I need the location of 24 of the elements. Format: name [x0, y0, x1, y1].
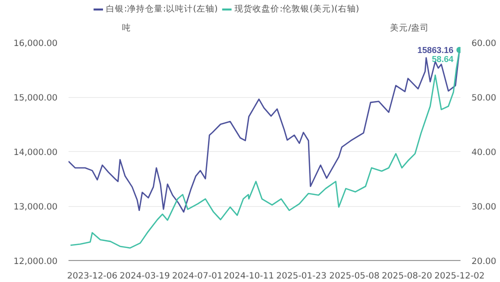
x-tick-label: 2025-12-02 — [434, 272, 485, 282]
y2-axis-title: 美元/盎司 — [390, 22, 430, 34]
x-tick-label: 2024-03-19 — [120, 272, 170, 282]
y-tick-label: 12,000.00 — [13, 257, 58, 267]
y2-tick-label: 40.00 — [472, 148, 496, 158]
y-tick-label: 14,000.00 — [13, 148, 58, 158]
x-tick-label: 2023-12-06 — [67, 272, 118, 282]
y2-tick-label: 50.00 — [472, 94, 496, 104]
y-tick-label: 15,000.00 — [13, 94, 58, 104]
legend-label: 现货收盘价:伦敦银(美元)(右轴) — [234, 4, 360, 14]
x-tick-label: 2025-08-20 — [382, 272, 432, 282]
y2-tick-label: 30.00 — [472, 202, 496, 212]
data-label: 58.64 — [432, 54, 454, 64]
legend-label: 白银:净持仓量:以吨计(左轴) — [106, 4, 218, 14]
x-tick-label: 2025-01-23 — [276, 272, 327, 282]
x-tick-label: 2025-05-08 — [329, 272, 380, 282]
y-tick-label: 13,000.00 — [13, 202, 58, 212]
x-tick-label: 2024-07-01 — [172, 272, 222, 282]
y2-tick-label: 20.00 — [472, 257, 496, 267]
x-tick-label: 2024-10-11 — [224, 272, 274, 282]
y-axis-title: 吨 — [122, 22, 131, 34]
y-tick-label: 16,000.00 — [13, 39, 58, 49]
y2-tick-label: 60.00 — [472, 39, 496, 49]
data-label: 15863.16 — [417, 44, 454, 55]
